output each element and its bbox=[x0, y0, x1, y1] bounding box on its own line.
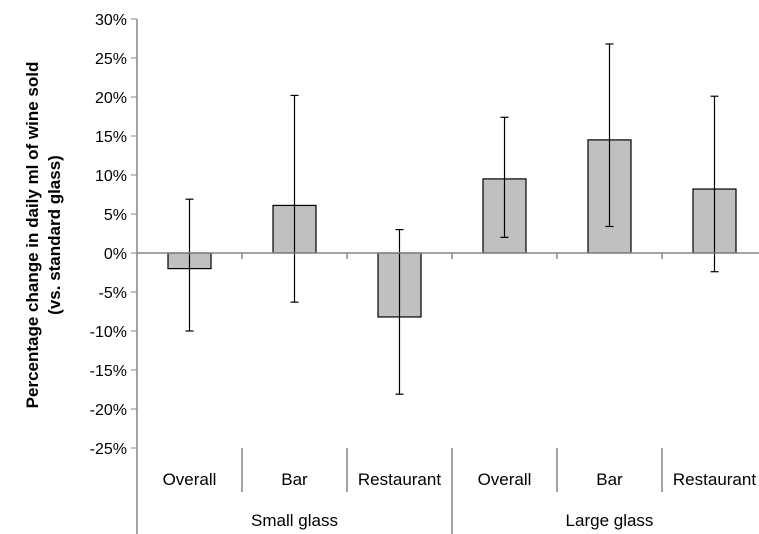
y-tick-label: -15% bbox=[90, 363, 127, 380]
y-axis-label-sub: (vs. standard glass) bbox=[45, 155, 64, 315]
y-axis-label: Percentage change in daily ml of wine so… bbox=[23, 62, 42, 409]
y-tick-label: 20% bbox=[95, 90, 127, 107]
error-bars bbox=[185, 43, 719, 395]
y-tick-label: -5% bbox=[99, 285, 127, 302]
y-tick-label: 30% bbox=[95, 12, 127, 29]
y-tick-label: -20% bbox=[90, 402, 127, 419]
category-label: Restaurant bbox=[673, 470, 756, 489]
group-label: Small glass bbox=[251, 511, 338, 530]
category-label: Bar bbox=[596, 470, 623, 489]
axes bbox=[136, 19, 759, 534]
y-tick-label: 5% bbox=[104, 207, 127, 224]
y-tick-label: -10% bbox=[90, 324, 127, 341]
category-label: Restaurant bbox=[358, 470, 441, 489]
y-tick-label: 25% bbox=[95, 51, 127, 68]
group-label: Large glass bbox=[566, 511, 654, 530]
category-label: Bar bbox=[281, 470, 308, 489]
bars bbox=[167, 139, 737, 318]
y-axis-ticks: -25% -20% -15% -10% -5% 0% 5% 10% 15% 20% 25% 30% bbox=[90, 12, 137, 458]
y-tick-label: 10% bbox=[95, 168, 127, 185]
y-tick-label: -25% bbox=[90, 441, 127, 458]
category-label: Overall bbox=[478, 470, 532, 489]
y-tick-label: 0% bbox=[104, 246, 127, 263]
y-tick-label: 15% bbox=[95, 129, 127, 146]
category-label: Overall bbox=[163, 470, 217, 489]
x-axis-labels: Overall Bar Restaurant Overall Bar Restaurant… bbox=[163, 470, 757, 530]
